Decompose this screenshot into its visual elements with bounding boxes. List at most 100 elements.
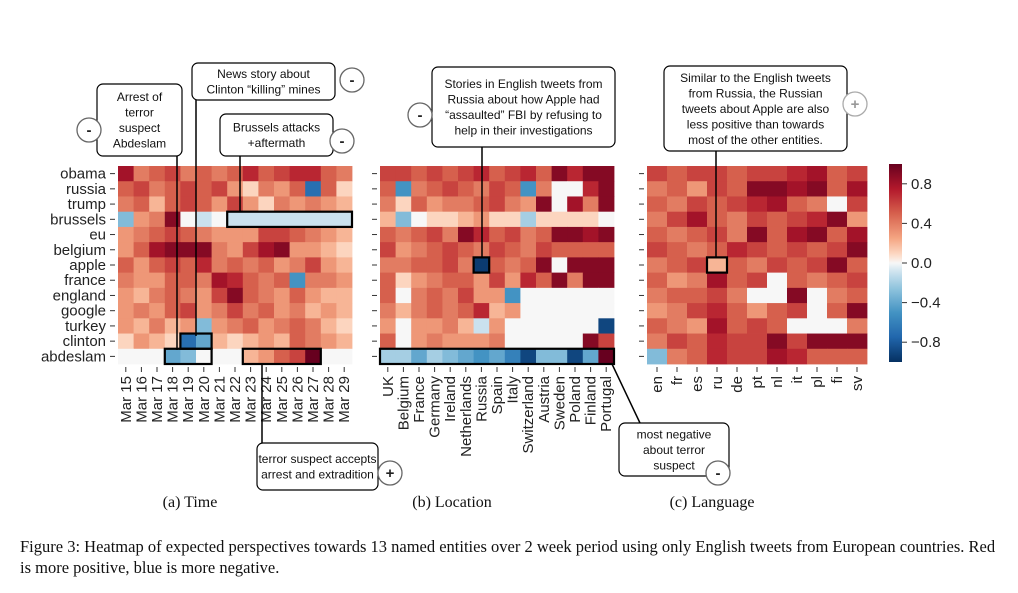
column-label: pt xyxy=(749,375,766,388)
heatmap-cell xyxy=(380,166,396,182)
heatmap-cell xyxy=(787,333,808,350)
heatmap-cell xyxy=(395,181,412,197)
heatmap-cell xyxy=(489,272,506,289)
column-label: Mar 15 xyxy=(118,376,135,423)
heatmap-cell xyxy=(520,226,537,243)
heatmap-cell xyxy=(489,333,506,350)
heatmap-cell xyxy=(289,318,306,334)
heatmap-cell xyxy=(667,196,688,213)
heatmap-cell xyxy=(305,348,322,365)
heatmap-cell xyxy=(551,333,568,350)
heatmap-cell xyxy=(180,181,197,197)
heatmap-cell xyxy=(598,166,615,182)
heatmap-cell xyxy=(598,348,615,365)
heatmap-cell xyxy=(211,181,228,197)
heatmap-cell xyxy=(289,348,306,365)
heatmap-cell xyxy=(827,333,848,350)
column-label: Spain xyxy=(489,376,506,414)
heatmap-cell xyxy=(667,318,688,334)
column-label: Mar 20 xyxy=(196,376,213,423)
heatmap-cell xyxy=(647,303,668,319)
annotation-leader xyxy=(611,363,641,424)
heatmap-cell xyxy=(727,181,748,197)
heatmap-cell xyxy=(847,181,868,197)
heatmap-cell xyxy=(536,333,552,350)
heatmap-cell xyxy=(442,318,459,334)
heatmap-cell xyxy=(767,348,788,365)
heatmap-cell xyxy=(687,287,708,304)
heatmap-cell xyxy=(305,196,322,213)
row-label: apple xyxy=(69,257,106,274)
heatmap-cell xyxy=(551,166,568,182)
heatmap-cell xyxy=(787,287,808,304)
heatmap-cell xyxy=(426,287,443,304)
annotation-text: most of the other entities. xyxy=(688,133,823,147)
heatmap-cell xyxy=(807,181,828,197)
column-label: Portugal xyxy=(598,376,615,432)
heatmap-cell xyxy=(747,181,768,197)
heatmap-cell xyxy=(807,211,828,228)
heatmap-panel-1: obamarussiatrumpbrusselseubelgiumapplefr… xyxy=(41,166,353,511)
heatmap-cell xyxy=(598,242,615,258)
heatmap-cell xyxy=(827,318,848,334)
heatmap-cell xyxy=(473,257,490,274)
heatmap-cell xyxy=(242,318,259,334)
annotation-box xyxy=(431,66,616,148)
heatmap-cell xyxy=(242,226,259,243)
heatmap-cell xyxy=(747,287,768,304)
column-label: fi xyxy=(829,376,846,384)
row-label: obama xyxy=(60,166,107,183)
heatmap-cell xyxy=(411,242,428,258)
heatmap-cell xyxy=(395,242,412,258)
heatmap-cell xyxy=(747,318,768,334)
heatmap-cell xyxy=(289,196,306,213)
heatmap-cell xyxy=(567,166,584,182)
heatmap-cell xyxy=(787,303,808,319)
heatmap-cell xyxy=(242,303,259,319)
heatmap-cell xyxy=(133,166,150,182)
heatmap-cell xyxy=(647,318,668,334)
heatmap-cell xyxy=(211,226,228,243)
heatmap-cell xyxy=(473,272,490,289)
heatmap-cell xyxy=(180,166,197,182)
heatmap-cell xyxy=(395,166,412,182)
heatmap-cell xyxy=(380,333,396,350)
heatmap-cell xyxy=(473,303,490,319)
heatmap-cell xyxy=(747,166,768,182)
heatmap-cell xyxy=(582,242,599,258)
heatmap-cell xyxy=(647,166,668,182)
heatmap-cell xyxy=(274,318,290,334)
heatmap-cell xyxy=(289,181,306,197)
heatmap-cell xyxy=(442,211,459,228)
heatmap-cell xyxy=(149,226,166,243)
heatmap-cell xyxy=(458,196,474,213)
heatmap-cell xyxy=(747,257,768,274)
heatmap-cell xyxy=(274,303,290,319)
heatmap-cell xyxy=(305,287,322,304)
heatmap-cell xyxy=(305,333,322,350)
heatmap-cell xyxy=(582,287,599,304)
heatmap-cell xyxy=(305,242,322,258)
heatmap-cell xyxy=(305,257,322,274)
heatmap-cell xyxy=(320,181,337,197)
column-label: Germany xyxy=(427,376,444,438)
heatmap-cell xyxy=(164,333,181,350)
column-label: en xyxy=(649,376,666,393)
heatmap-cell xyxy=(687,348,708,365)
heatmap-cell xyxy=(520,303,537,319)
annotation-text: arrest and extradition xyxy=(261,468,374,482)
heatmap-cell xyxy=(211,272,228,289)
heatmap-cell xyxy=(504,242,521,258)
heatmap-cell xyxy=(305,181,322,197)
heatmap-cell xyxy=(667,272,688,289)
heatmap-cell xyxy=(149,303,166,319)
heatmap-cell xyxy=(442,181,459,197)
heatmap-cell xyxy=(473,348,490,365)
heatmap-cell xyxy=(258,318,275,334)
heatmap-cell xyxy=(598,226,615,243)
panel-subtitle: (c) Language xyxy=(670,494,755,511)
heatmap-cell xyxy=(336,257,353,274)
heatmap-cell xyxy=(504,303,521,319)
heatmap-cell xyxy=(180,348,197,365)
heatmap-cell xyxy=(242,257,259,274)
